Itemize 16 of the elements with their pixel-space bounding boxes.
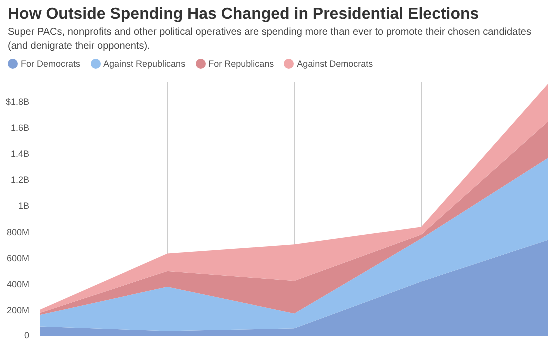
y-tick-label: 200M: [6, 305, 30, 316]
y-tick-label: 600M: [6, 253, 30, 264]
y-tick-label: 400M: [6, 279, 30, 290]
y-tick-label: $1.8B: [6, 97, 30, 108]
y-tick-label: 1.2B: [10, 175, 30, 186]
legend-label: Against Republicans: [102, 58, 186, 71]
y-tick-label: 0: [24, 330, 30, 340]
legend-label: For Democrats: [20, 58, 81, 71]
chart-title: How Outside Spending Has Changed in Presidential Elections: [8, 5, 480, 25]
y-tick-label: 1.6B: [10, 123, 30, 134]
y-tick-label: 1.4B: [10, 149, 30, 160]
y-tick-label: 1B: [18, 201, 30, 212]
chart-subtitle: Super PACs, nonprofits and other political operatives are spending more than ever to promote their chosen candidates (and denigrate their opponents).: [8, 26, 532, 54]
legend-label: For Republicans: [208, 58, 274, 71]
legend-label: Against Democrats: [296, 58, 374, 71]
y-tick-label: 800M: [6, 227, 30, 238]
